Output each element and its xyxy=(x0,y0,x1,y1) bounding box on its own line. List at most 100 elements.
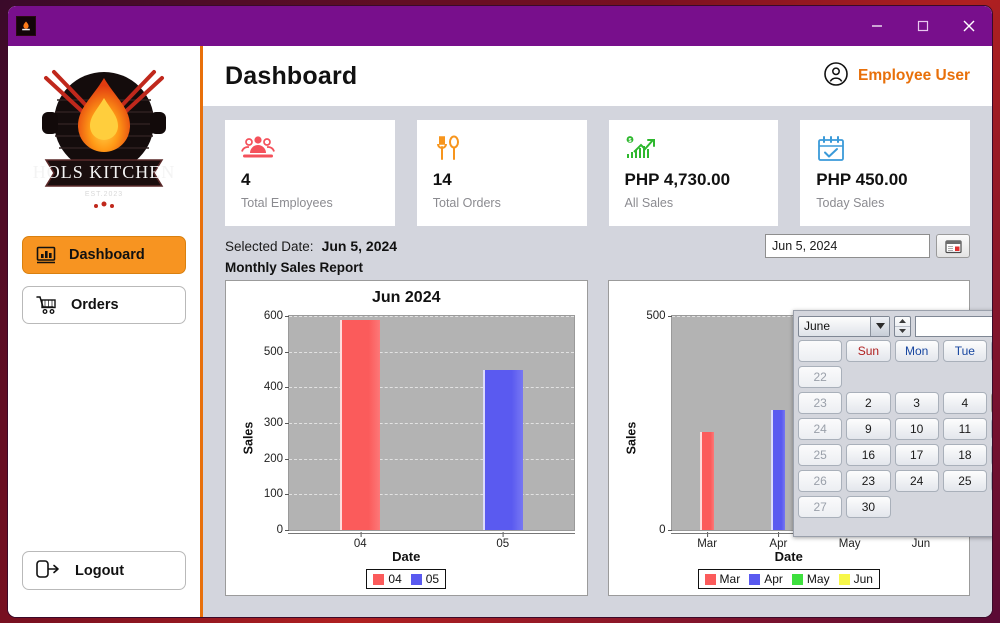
legend-item: 04 xyxy=(373,572,402,586)
calendar-day-30[interactable]: 30 xyxy=(846,496,891,518)
stat-card-total-employees: 4 Total Employees xyxy=(225,120,395,226)
logout-button[interactable]: Logout xyxy=(22,551,186,590)
calendar-day-16[interactable]: 16 xyxy=(846,444,891,466)
calendar-week-row: 2623242526272829 xyxy=(798,470,992,492)
sidebar: HOLS KITCHEN EST.2023 xyxy=(8,46,203,617)
calendar-day-4[interactable]: 4 xyxy=(942,392,987,414)
main-header: Dashboard Employee User xyxy=(203,46,992,106)
people-group-icon xyxy=(241,132,379,166)
calendar-day-12[interactable]: 12 xyxy=(991,418,992,440)
gridline xyxy=(289,423,574,424)
svg-text:EST.2023: EST.2023 xyxy=(85,191,123,198)
logout-label: Logout xyxy=(75,562,125,579)
month-dropdown[interactable]: June xyxy=(798,315,890,337)
stat-label: Total Employees xyxy=(241,196,333,210)
calendar-weekday-wed[interactable]: Wed xyxy=(991,340,992,362)
gridline xyxy=(289,351,574,353)
calendar-week-row: 2516171819202122 xyxy=(798,444,992,466)
stat-label: Total Orders xyxy=(432,196,501,210)
calendar-empty-cell xyxy=(895,496,939,518)
calendar-empty-cell xyxy=(943,366,987,388)
panel-title: Monthly Sales Report xyxy=(225,260,364,275)
y-axis-tick: 500 xyxy=(263,345,290,358)
y-axis-label: Sales xyxy=(623,421,638,455)
stat-card-today-sales: PHP 450.00 Today Sales xyxy=(800,120,970,226)
calendar-week-row: 232345678 xyxy=(798,392,992,414)
calendar-weekday-sun[interactable]: Sun xyxy=(846,340,891,362)
page-title: Dashboard xyxy=(225,61,358,90)
calendar-weekday-tue[interactable]: Tue xyxy=(942,340,987,362)
calendar-week-number: 23 xyxy=(798,392,843,414)
legend-label: May xyxy=(806,572,830,586)
minimize-button[interactable] xyxy=(854,6,900,46)
calendar-day-10[interactable]: 10 xyxy=(894,418,939,440)
month-spinner[interactable] xyxy=(894,315,911,337)
close-button[interactable] xyxy=(946,6,992,46)
calendar-empty-cell xyxy=(991,496,992,518)
gridline xyxy=(289,458,574,460)
calendar-week-number: 26 xyxy=(798,470,843,492)
sidebar-item-orders[interactable]: Orders xyxy=(22,286,186,324)
legend-inner: 04 05 xyxy=(366,569,447,589)
y-axis-tick: 400 xyxy=(263,381,290,394)
chevron-down-icon[interactable] xyxy=(870,316,889,336)
calendar-weekday-mon[interactable]: Mon xyxy=(894,340,939,362)
calendar-day-18[interactable]: 18 xyxy=(942,444,987,466)
calendar-day-25[interactable]: 25 xyxy=(942,470,987,492)
calendar-empty-cell xyxy=(991,366,992,388)
logout-container: Logout xyxy=(22,551,186,590)
monthly-sales-panel: Monthly Sales Report Jun 2024 0 100 200 300… xyxy=(225,260,588,596)
calendar-week-number: 27 xyxy=(798,496,843,518)
chart-legend: Mar Apr May Jun xyxy=(609,569,970,589)
legend-swatch xyxy=(749,573,761,585)
calendar-day-26[interactable]: 26 xyxy=(991,470,992,492)
panel-title-spacer xyxy=(608,260,971,275)
title-bar xyxy=(8,6,992,46)
calendar-day-19[interactable]: 19 xyxy=(991,444,992,466)
year-field[interactable]: 2024 xyxy=(915,315,992,337)
calendar-check-icon xyxy=(816,132,954,166)
flame-app-icon xyxy=(16,16,36,36)
calendar-week-row: 249101112131415 xyxy=(798,418,992,440)
y-axis-tick: 200 xyxy=(263,452,290,465)
plot-area: 0 100 200 300 400 500 600 04 05 xyxy=(264,310,575,550)
daily-sales-chart: Jun 2024 0 100 200 300 400 500 600 04 05 Date 04… xyxy=(225,280,588,596)
sidebar-item-dashboard[interactable]: Dashboard xyxy=(22,236,186,274)
user-circle-icon xyxy=(823,61,849,92)
calendar-day-9[interactable]: 9 xyxy=(846,418,891,440)
calendar-day-2[interactable]: 2 xyxy=(846,392,891,414)
legend-label: Mar xyxy=(719,572,741,586)
legend-label: 04 xyxy=(388,572,402,586)
y-axis-tick: 100 xyxy=(263,488,290,501)
stat-cards: 4 Total Employees xyxy=(203,106,992,226)
stat-label: Today Sales xyxy=(816,196,885,210)
legend-item: Apr xyxy=(749,572,783,586)
x-axis-tick: Mar xyxy=(697,532,718,550)
calendar-day-17[interactable]: 17 xyxy=(894,444,939,466)
calendar-corner-cell xyxy=(798,340,843,362)
spinner-up-icon[interactable] xyxy=(895,317,910,327)
stat-value: 4 xyxy=(241,170,251,189)
x-axis-label: Date xyxy=(774,549,803,564)
calendar-day-5[interactable]: 5 xyxy=(991,392,992,414)
calendar-icon[interactable] xyxy=(936,234,970,258)
calendar-day-24[interactable]: 24 xyxy=(894,470,939,492)
calendar-day-23[interactable]: 23 xyxy=(846,470,891,492)
spinner-down-icon[interactable] xyxy=(895,327,910,336)
calendar-day-3[interactable]: 3 xyxy=(894,392,939,414)
chart-title: Jun 2024 xyxy=(372,289,441,306)
calendar-weekday-row: SunMonTueWedThuFriSat xyxy=(798,340,992,362)
date-input[interactable]: Jun 5, 2024 xyxy=(765,234,930,258)
stat-value: PHP 450.00 xyxy=(816,170,908,189)
maximize-button[interactable] xyxy=(900,6,946,46)
shopping-cart-icon xyxy=(35,294,59,316)
user-chip[interactable]: Employee User xyxy=(823,61,970,92)
selected-date-row: Selected Date: Jun 5, 2024 Jun 5, 2024 xyxy=(203,226,992,258)
calendar-day-11[interactable]: 11 xyxy=(942,418,987,440)
calendar-popup[interactable]: June 2024 xyxy=(793,310,992,537)
y-axis-tick: 500 xyxy=(646,310,672,322)
legend-item: Mar xyxy=(704,572,741,586)
bar xyxy=(482,369,523,530)
user-name: Employee User xyxy=(858,67,970,84)
